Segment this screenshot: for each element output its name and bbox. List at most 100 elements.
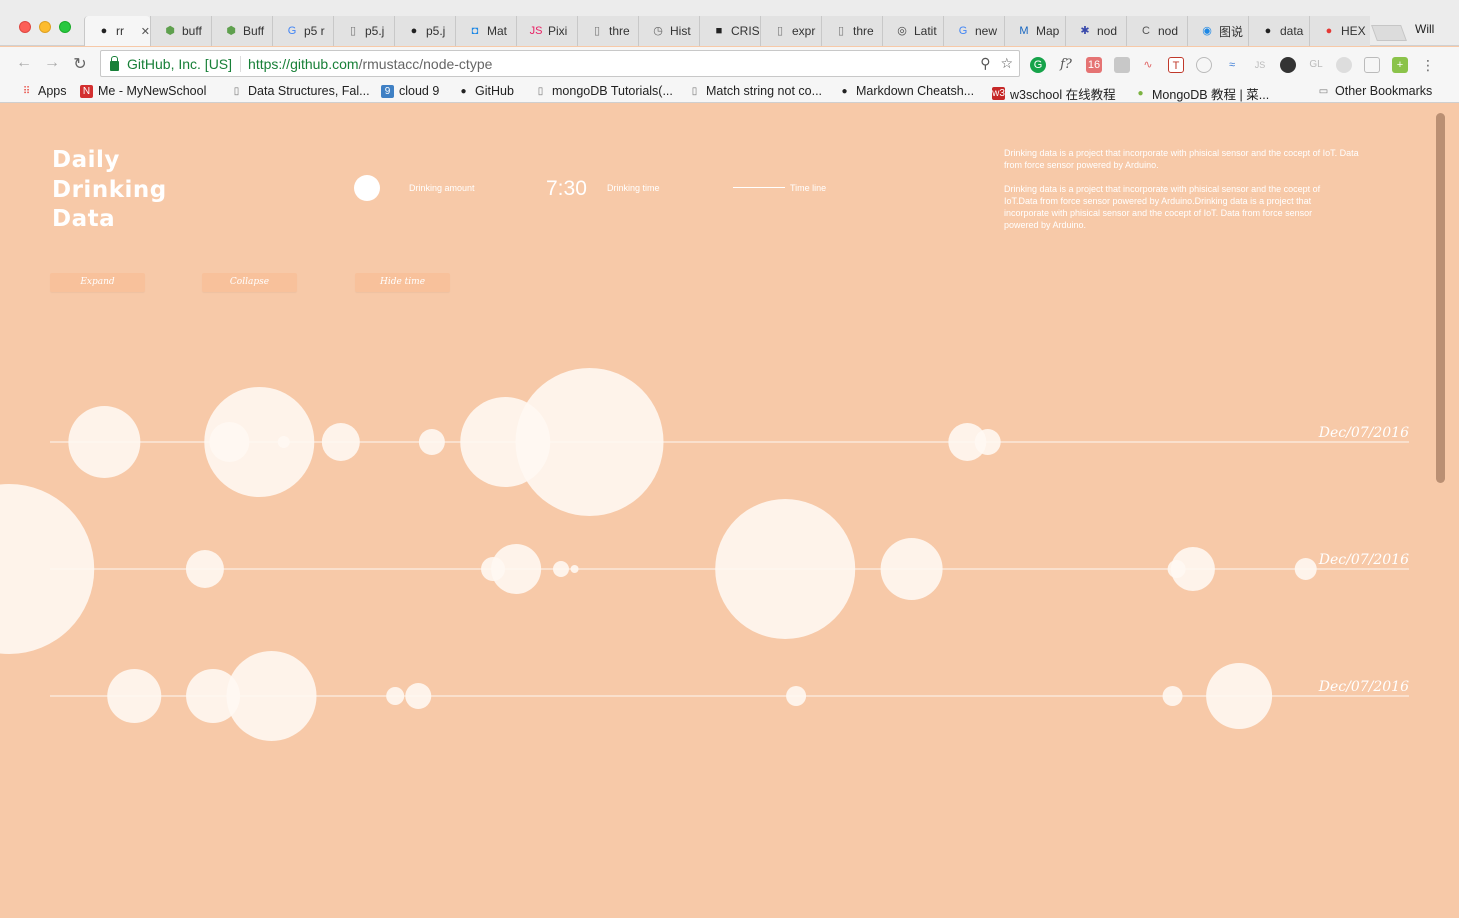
minimize-window-button[interactable] <box>39 21 51 33</box>
reload-icon[interactable]: ↻ <box>73 56 87 73</box>
profile-button[interactable]: Will <box>1415 22 1435 36</box>
drink-bubble[interactable] <box>418 429 445 455</box>
close-window-button[interactable] <box>19 21 31 33</box>
paw-icon: ✱ <box>1080 25 1090 37</box>
drinking-chart: Dec/07/2016 Dec/07/2016 Dec/07/2016 <box>0 368 1409 741</box>
zoom-icon[interactable]: ⚲ <box>980 55 991 71</box>
tab-2[interactable]: ⬢ Buff <box>211 16 272 46</box>
expand-button[interactable]: Expand <box>50 273 145 292</box>
drink-bubble[interactable] <box>107 669 162 723</box>
drink-bubble[interactable] <box>0 484 95 654</box>
tab-13[interactable]: ◎ Latit <box>882 16 943 46</box>
tab-label: data <box>1280 24 1304 38</box>
js-extension-icon[interactable]: JS <box>1254 60 1266 70</box>
tab-1[interactable]: ⬢ buff <box>150 16 211 46</box>
bookmark-item[interactable]: 9 cloud 9 <box>381 84 439 98</box>
bookmark-item[interactable]: N Me - MyNewSchool <box>80 84 206 98</box>
drink-bubble[interactable] <box>715 499 856 639</box>
menu-icon[interactable]: ⋮ <box>1421 57 1435 73</box>
bookmark-item[interactable]: ● MongoDB 教程 | 菜... <box>1134 84 1269 103</box>
bookmark-item[interactable]: ⠿ Apps <box>20 84 67 98</box>
drink-bubble[interactable] <box>1294 558 1317 580</box>
drink-bubble[interactable] <box>277 436 290 448</box>
drink-bubble[interactable] <box>948 423 987 461</box>
js-icon: JS <box>529 25 543 37</box>
drink-bubble[interactable] <box>204 387 315 497</box>
bookmark-item[interactable]: ▭ Other Bookmarks <box>1317 84 1433 98</box>
window-extension-icon[interactable] <box>1364 57 1380 73</box>
history-icon: ◷ <box>653 25 663 37</box>
bookmark-item[interactable]: ● GitHub <box>457 84 513 98</box>
bookmark-star-icon[interactable]: ☆ <box>1000 55 1013 71</box>
drink-bubble[interactable] <box>68 406 141 478</box>
bookmark-item[interactable]: ▯ mongoDB Tutorials(... <box>534 84 673 98</box>
drink-bubble[interactable] <box>552 561 569 577</box>
drink-bubble[interactable] <box>321 423 360 461</box>
address-bar[interactable]: GitHub, Inc. [US] https://github.com/rmu… <box>100 50 1020 77</box>
drink-bubble[interactable] <box>974 429 1001 455</box>
date-label: Dec/07/2016 <box>1318 552 1409 568</box>
drink-bubble[interactable] <box>386 687 405 705</box>
page-scrollbar[interactable] <box>1436 113 1445 483</box>
tab-5[interactable]: ● p5.j <box>394 16 455 46</box>
drink-bubble[interactable] <box>1170 547 1215 591</box>
drink-bubble[interactable] <box>570 565 579 573</box>
tab-9[interactable]: ◷ Hist <box>638 16 699 46</box>
hide-time-button[interactable]: Hide time <box>355 273 450 292</box>
drink-bubble[interactable] <box>186 669 241 723</box>
tab-12[interactable]: ▯ thre <box>821 16 882 46</box>
back-icon[interactable]: ← <box>16 54 32 71</box>
github-extension-icon[interactable] <box>1280 57 1296 73</box>
page-icon: ▯ <box>537 85 544 97</box>
drink-bubble[interactable] <box>1162 686 1183 706</box>
bookmark-item[interactable]: ▯ Match string not co... <box>688 84 822 98</box>
tab-8[interactable]: ▯ thre <box>577 16 638 46</box>
description-paragraph-2: Drinking data is a project that incorpor… <box>1004 184 1321 230</box>
tab-20[interactable]: ● HEX <box>1309 16 1370 46</box>
tab-10[interactable]: ■ CRIS <box>699 16 760 46</box>
page-title: Daily Drinking Data <box>52 147 167 232</box>
drink-bubble[interactable] <box>515 368 664 516</box>
bookmark-item[interactable]: ▯ Data Structures, Fal... <box>230 84 370 98</box>
font-extension-icon[interactable]: f? <box>1060 57 1072 72</box>
bookmarks-bar: ⠿ Apps N Me - MyNewSchool ▯ Data Structures, … <box>0 81 1459 103</box>
cloud-extension-icon[interactable] <box>1114 57 1130 73</box>
collapse-button[interactable]: Collapse <box>202 273 297 292</box>
bookmark-item[interactable]: w3 w3school 在线教程 <box>992 84 1116 103</box>
wave-extension-icon[interactable]: ≈ <box>1228 59 1236 71</box>
drink-bubble[interactable] <box>185 550 224 588</box>
gl-extension-icon[interactable]: GL <box>1309 59 1323 70</box>
close-tab-icon[interactable]: ✕ <box>140 25 150 38</box>
calendar-extension-icon[interactable]: 16 <box>1086 57 1102 73</box>
tab-6[interactable]: ◘ Mat <box>455 16 516 46</box>
tab-11[interactable]: ▯ expr <box>760 16 821 46</box>
drink-bubble[interactable] <box>491 544 542 594</box>
drink-bubble[interactable] <box>405 683 432 709</box>
new-tab-button[interactable] <box>1371 25 1407 41</box>
bookmark-item[interactable]: ● Markdown Cheatsh... <box>838 84 974 98</box>
tab-7[interactable]: JS Pixi <box>516 16 577 46</box>
drink-bubble[interactable] <box>786 686 807 706</box>
page-icon: ▯ <box>776 25 784 37</box>
tab-label: expr <box>792 24 816 38</box>
gray-extension-icon[interactable] <box>1336 57 1352 73</box>
tab-19[interactable]: ● data <box>1248 16 1309 46</box>
drink-bubble[interactable] <box>880 538 943 600</box>
drink-bubble[interactable] <box>1206 663 1273 729</box>
forward-icon[interactable]: → <box>44 54 60 71</box>
add-extension-icon[interactable]: + <box>1392 57 1408 73</box>
tab-0[interactable]: ● rr ✕ <box>84 16 150 46</box>
tab-15[interactable]: M Map <box>1004 16 1065 46</box>
grammarly-extension-icon[interactable]: G <box>1030 57 1046 73</box>
tab-16[interactable]: ✱ nod <box>1065 16 1126 46</box>
text-extension-icon[interactable]: T <box>1168 57 1184 73</box>
circle-extension-icon[interactable] <box>1196 57 1212 73</box>
drink-bubble[interactable] <box>226 651 317 741</box>
tab-4[interactable]: ▯ p5.j <box>333 16 394 46</box>
rainbow-extension-icon[interactable]: ∿ <box>1143 59 1153 71</box>
tab-18[interactable]: ◉ 图说 <box>1187 16 1248 46</box>
maximize-window-button[interactable] <box>59 21 71 33</box>
